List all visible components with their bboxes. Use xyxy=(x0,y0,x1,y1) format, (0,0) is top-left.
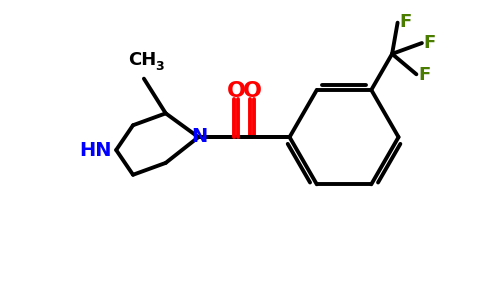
Text: O: O xyxy=(242,81,261,100)
Text: 3: 3 xyxy=(155,60,164,73)
Text: F: F xyxy=(418,66,431,84)
Text: N: N xyxy=(191,127,208,146)
Text: F: F xyxy=(400,13,412,31)
Text: HN: HN xyxy=(80,140,112,160)
Text: F: F xyxy=(424,34,436,52)
Text: O: O xyxy=(227,81,245,100)
Text: CH: CH xyxy=(128,51,156,69)
